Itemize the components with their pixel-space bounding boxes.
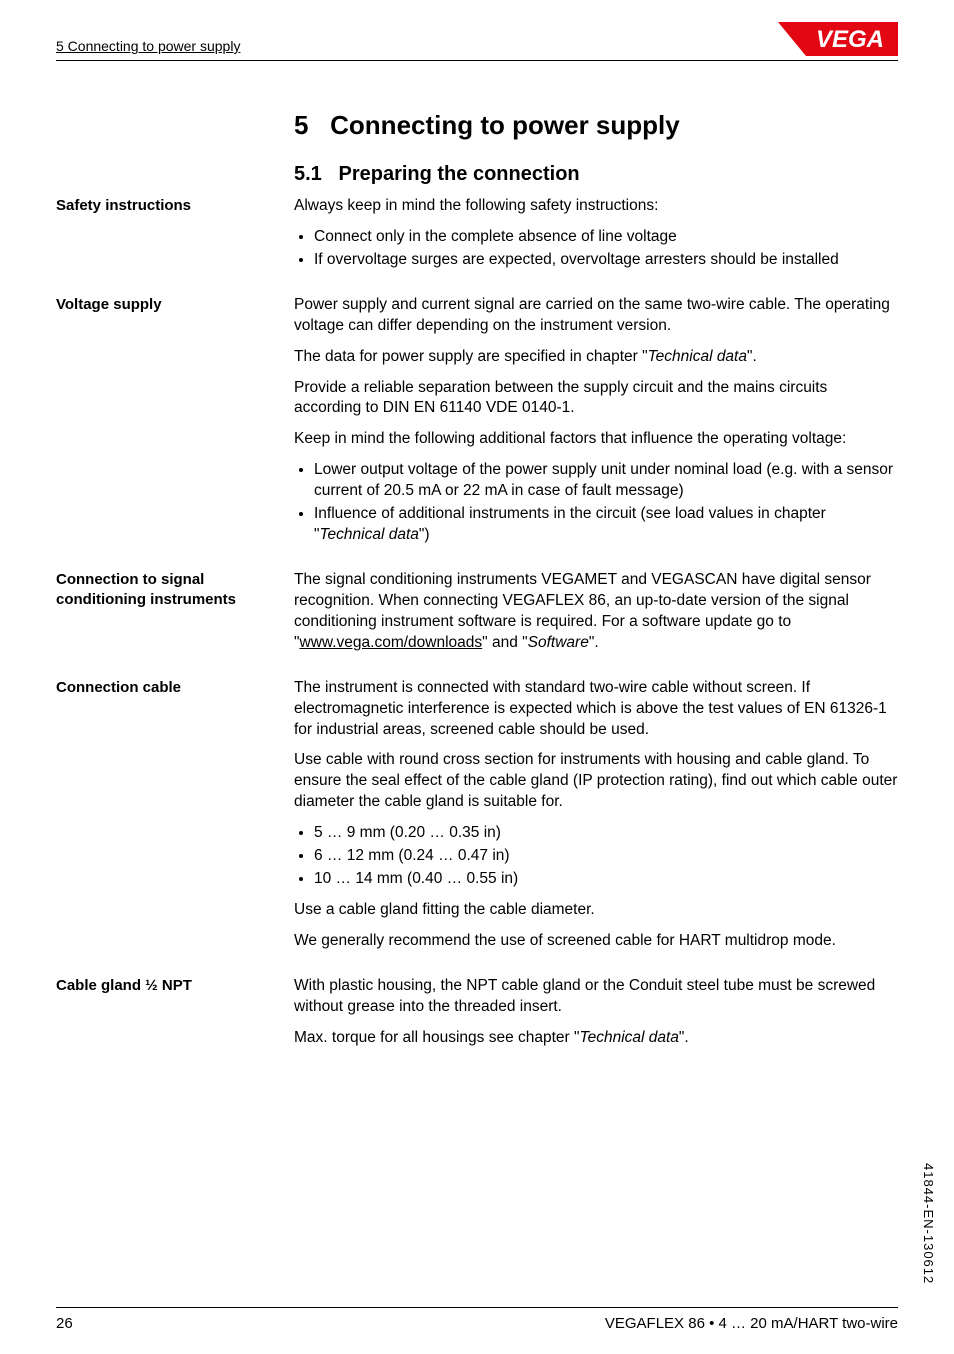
label-safety: Safety instructions (56, 196, 258, 216)
gland-p1: With plastic housing, the NPT cable glan… (294, 976, 898, 1018)
downloads-link[interactable]: www.vega.com/downloads (300, 634, 483, 651)
block-cable: Connection cable The instrument is conne… (56, 678, 898, 962)
section-heading: 5.1 Preparing the connection (294, 163, 898, 186)
cable-p1: The instrument is connected with standar… (294, 678, 898, 741)
footer-doc-line: VEGAFLEX 86 • 4 … 20 mA/HART two-wire (605, 1315, 898, 1332)
section-title: Preparing the connection (338, 163, 579, 185)
block-voltage: Voltage supply Power supply and current … (56, 295, 898, 556)
content-area: 5 Connecting to power supply 5.1 Prepari… (56, 110, 898, 1073)
list-item: Lower output voltage of the power supply… (314, 460, 898, 502)
list-item: Connect only in the complete absence of … (314, 227, 898, 248)
gland-p2: Max. torque for all housings see chapter… (294, 1028, 898, 1049)
list-item: 10 … 14 mm (0.40 … 0.55 in) (314, 869, 898, 890)
cable-p3: Use a cable gland fitting the cable diam… (294, 900, 898, 921)
logo-text: VEGA (816, 26, 884, 53)
chapter-heading: 5 Connecting to power supply (294, 110, 898, 141)
side-document-code: 41844-EN-130612 (921, 1163, 936, 1284)
section-number: 5.1 (294, 163, 322, 185)
cable-p4: We generally recommend the use of screen… (294, 931, 898, 952)
block-safety: Safety instructions Always keep in mind … (56, 196, 898, 281)
header-rule (56, 60, 898, 61)
chapter-title: Connecting to power supply (330, 110, 680, 140)
running-head: 5 Connecting to power supply (56, 38, 240, 54)
list-item: Influence of additional instruments in t… (314, 504, 898, 546)
footer-rule (56, 1307, 898, 1308)
voltage-p1: Power supply and current signal are carr… (294, 295, 898, 337)
voltage-p3: Provide a reliable separation between th… (294, 378, 898, 420)
vega-logo: VEGA (778, 22, 898, 61)
label-voltage: Voltage supply (56, 295, 258, 315)
block-gland: Cable gland ½ NPT With plastic housing, … (56, 976, 898, 1059)
safety-intro: Always keep in mind the following safety… (294, 196, 898, 217)
list-item: If overvoltage surges are expected, over… (314, 250, 898, 271)
safety-bullets: Connect only in the complete absence of … (294, 227, 898, 271)
block-signal: Connection to signal conditioning instru… (56, 570, 898, 664)
label-signal: Connection to signal conditioning instru… (56, 570, 258, 611)
chapter-number: 5 (294, 110, 308, 140)
list-item: 6 … 12 mm (0.24 … 0.47 in) (314, 846, 898, 867)
page: 5 Connecting to power supply VEGA 5 Conn… (0, 0, 954, 1354)
cable-p2: Use cable with round cross section for i… (294, 750, 898, 813)
voltage-p2: The data for power supply are specified … (294, 347, 898, 368)
page-number: 26 (56, 1315, 73, 1332)
signal-p: The signal conditioning instruments VEGA… (294, 570, 898, 654)
label-gland: Cable gland ½ NPT (56, 976, 258, 996)
voltage-bullets: Lower output voltage of the power supply… (294, 460, 898, 546)
list-item: 5 … 9 mm (0.20 … 0.35 in) (314, 823, 898, 844)
voltage-p4: Keep in mind the following additional fa… (294, 429, 898, 450)
label-cable: Connection cable (56, 678, 258, 698)
cable-bullets: 5 … 9 mm (0.20 … 0.35 in) 6 … 12 mm (0.2… (294, 823, 898, 890)
